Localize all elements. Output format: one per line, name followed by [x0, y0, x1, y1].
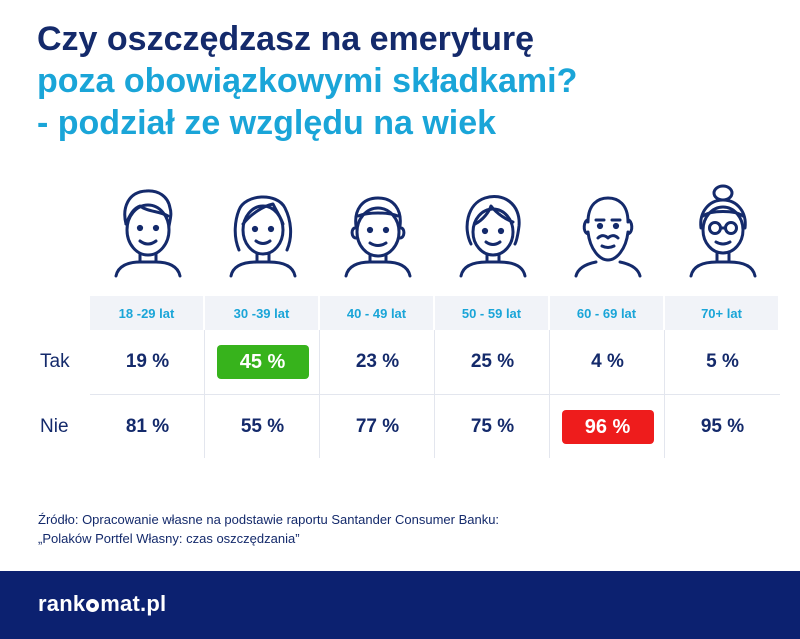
logo-text-right: mat.pl	[100, 591, 167, 616]
table-row-nie: 81 % 55 % 77 % 75 % 96 % 95 %	[90, 395, 780, 459]
highlight-badge-green: 45 %	[216, 345, 309, 379]
title-line-1: Czy oszczędzasz na emeryturę	[37, 20, 534, 58]
value-cell: 5 %	[665, 330, 780, 394]
column-header: 40 - 49 lat	[320, 296, 433, 330]
value-text: 5 %	[706, 351, 739, 372]
column-header: 50 - 59 lat	[435, 296, 548, 330]
value-text: 95 %	[700, 416, 745, 437]
row-label-nie: Nie	[40, 416, 69, 437]
older-woman-icon	[435, 182, 550, 282]
senior-woman-with-glasses-icon	[665, 182, 780, 282]
column-divider	[204, 330, 205, 458]
value-cell: 55 %	[205, 395, 320, 459]
column-divider	[434, 330, 435, 458]
bearded-senior-man-icon	[550, 182, 665, 282]
age-group-icons	[90, 182, 780, 282]
column-divider	[549, 330, 550, 458]
footer-bar: rank mat.pl	[0, 571, 800, 639]
column-header: 30 -39 lat	[205, 296, 318, 330]
value-cell-highlight: 45 %	[205, 330, 320, 394]
value-text: 19 %	[125, 351, 170, 372]
value-cell: 4 %	[550, 330, 665, 394]
rankomat-logo[interactable]: rank mat.pl	[38, 591, 166, 617]
title-line-2: poza obowiązkowymi składkami?	[37, 62, 578, 100]
value-text: 4 %	[591, 351, 624, 372]
value-text: 55 %	[240, 416, 285, 437]
title-line-3: - podział ze względu na wiek	[37, 104, 497, 142]
column-header: 70+ lat	[665, 296, 778, 330]
header-row: 18 -29 lat 30 -39 lat 40 - 49 lat 50 - 5…	[90, 296, 780, 330]
source-line-1: Źródło: Opracowanie własne na podstawie …	[38, 512, 500, 527]
source-note: Źródło: Opracowanie własne na podstawie …	[38, 510, 499, 548]
value-cell: 25 %	[435, 330, 550, 394]
source-line-2: „Polaków Portfel Własny: czas oszczędzan…	[38, 531, 300, 546]
value-cell: 19 %	[90, 330, 205, 394]
value-text: 23 %	[355, 351, 400, 372]
value-text: 77 %	[355, 416, 400, 437]
column-divider	[664, 330, 665, 458]
table-row-tak: 19 % 45 % 23 % 25 % 4 % 5 %	[90, 330, 780, 395]
logo-dot-icon	[86, 599, 100, 612]
column-header: 60 - 69 lat	[550, 296, 663, 330]
logo-text-left: rank	[38, 591, 86, 616]
young-man-icon	[90, 182, 205, 282]
value-cell-highlight: 96 %	[550, 395, 665, 459]
value-cell: 75 %	[435, 395, 550, 459]
column-divider	[319, 330, 320, 458]
middle-aged-man-icon	[320, 182, 435, 282]
value-text: 81 %	[125, 416, 170, 437]
value-text: 25 %	[470, 351, 515, 372]
value-text: 75 %	[470, 416, 515, 437]
value-cell: 95 %	[665, 395, 780, 459]
chart-title: Czy oszczędzasz na emeryturę poza obowią…	[37, 18, 577, 144]
value-cell: 23 %	[320, 330, 435, 394]
column-header: 18 -29 lat	[90, 296, 203, 330]
woman-icon	[205, 182, 320, 282]
results-table: 18 -29 lat 30 -39 lat 40 - 49 lat 50 - 5…	[90, 296, 780, 459]
row-label-tak: Tak	[40, 351, 70, 372]
value-cell: 77 %	[320, 395, 435, 459]
value-cell: 81 %	[90, 395, 205, 459]
highlight-badge-red: 96 %	[561, 410, 654, 444]
